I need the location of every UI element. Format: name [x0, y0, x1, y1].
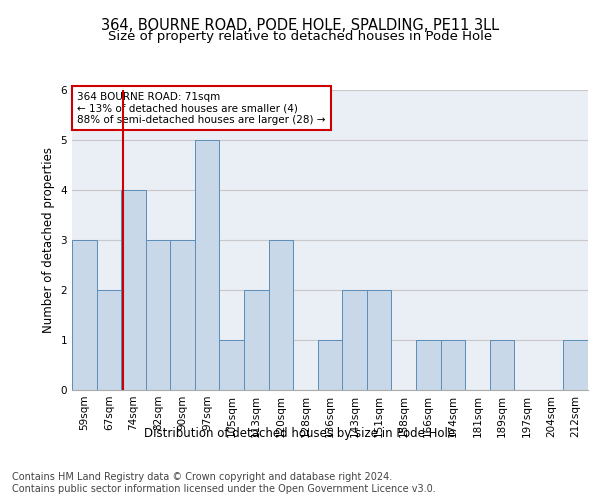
Bar: [195, 140, 220, 390]
Bar: [244, 290, 269, 390]
Bar: [170, 240, 195, 390]
Text: Size of property relative to detached houses in Pode Hole: Size of property relative to detached ho…: [108, 30, 492, 43]
Bar: [490, 340, 514, 390]
Bar: [416, 340, 440, 390]
Text: Distribution of detached houses by size in Pode Hole: Distribution of detached houses by size …: [145, 428, 455, 440]
Bar: [72, 240, 97, 390]
Bar: [440, 340, 465, 390]
Bar: [563, 340, 588, 390]
Bar: [367, 290, 391, 390]
Bar: [342, 290, 367, 390]
Text: Contains HM Land Registry data © Crown copyright and database right 2024.: Contains HM Land Registry data © Crown c…: [12, 472, 392, 482]
Bar: [269, 240, 293, 390]
Text: 364 BOURNE ROAD: 71sqm
← 13% of detached houses are smaller (4)
88% of semi-deta: 364 BOURNE ROAD: 71sqm ← 13% of detached…: [77, 92, 326, 124]
Bar: [318, 340, 342, 390]
Y-axis label: Number of detached properties: Number of detached properties: [42, 147, 55, 333]
Bar: [146, 240, 170, 390]
Bar: [220, 340, 244, 390]
Text: Contains public sector information licensed under the Open Government Licence v3: Contains public sector information licen…: [12, 484, 436, 494]
Bar: [121, 190, 146, 390]
Bar: [97, 290, 121, 390]
Text: 364, BOURNE ROAD, PODE HOLE, SPALDING, PE11 3LL: 364, BOURNE ROAD, PODE HOLE, SPALDING, P…: [101, 18, 499, 32]
